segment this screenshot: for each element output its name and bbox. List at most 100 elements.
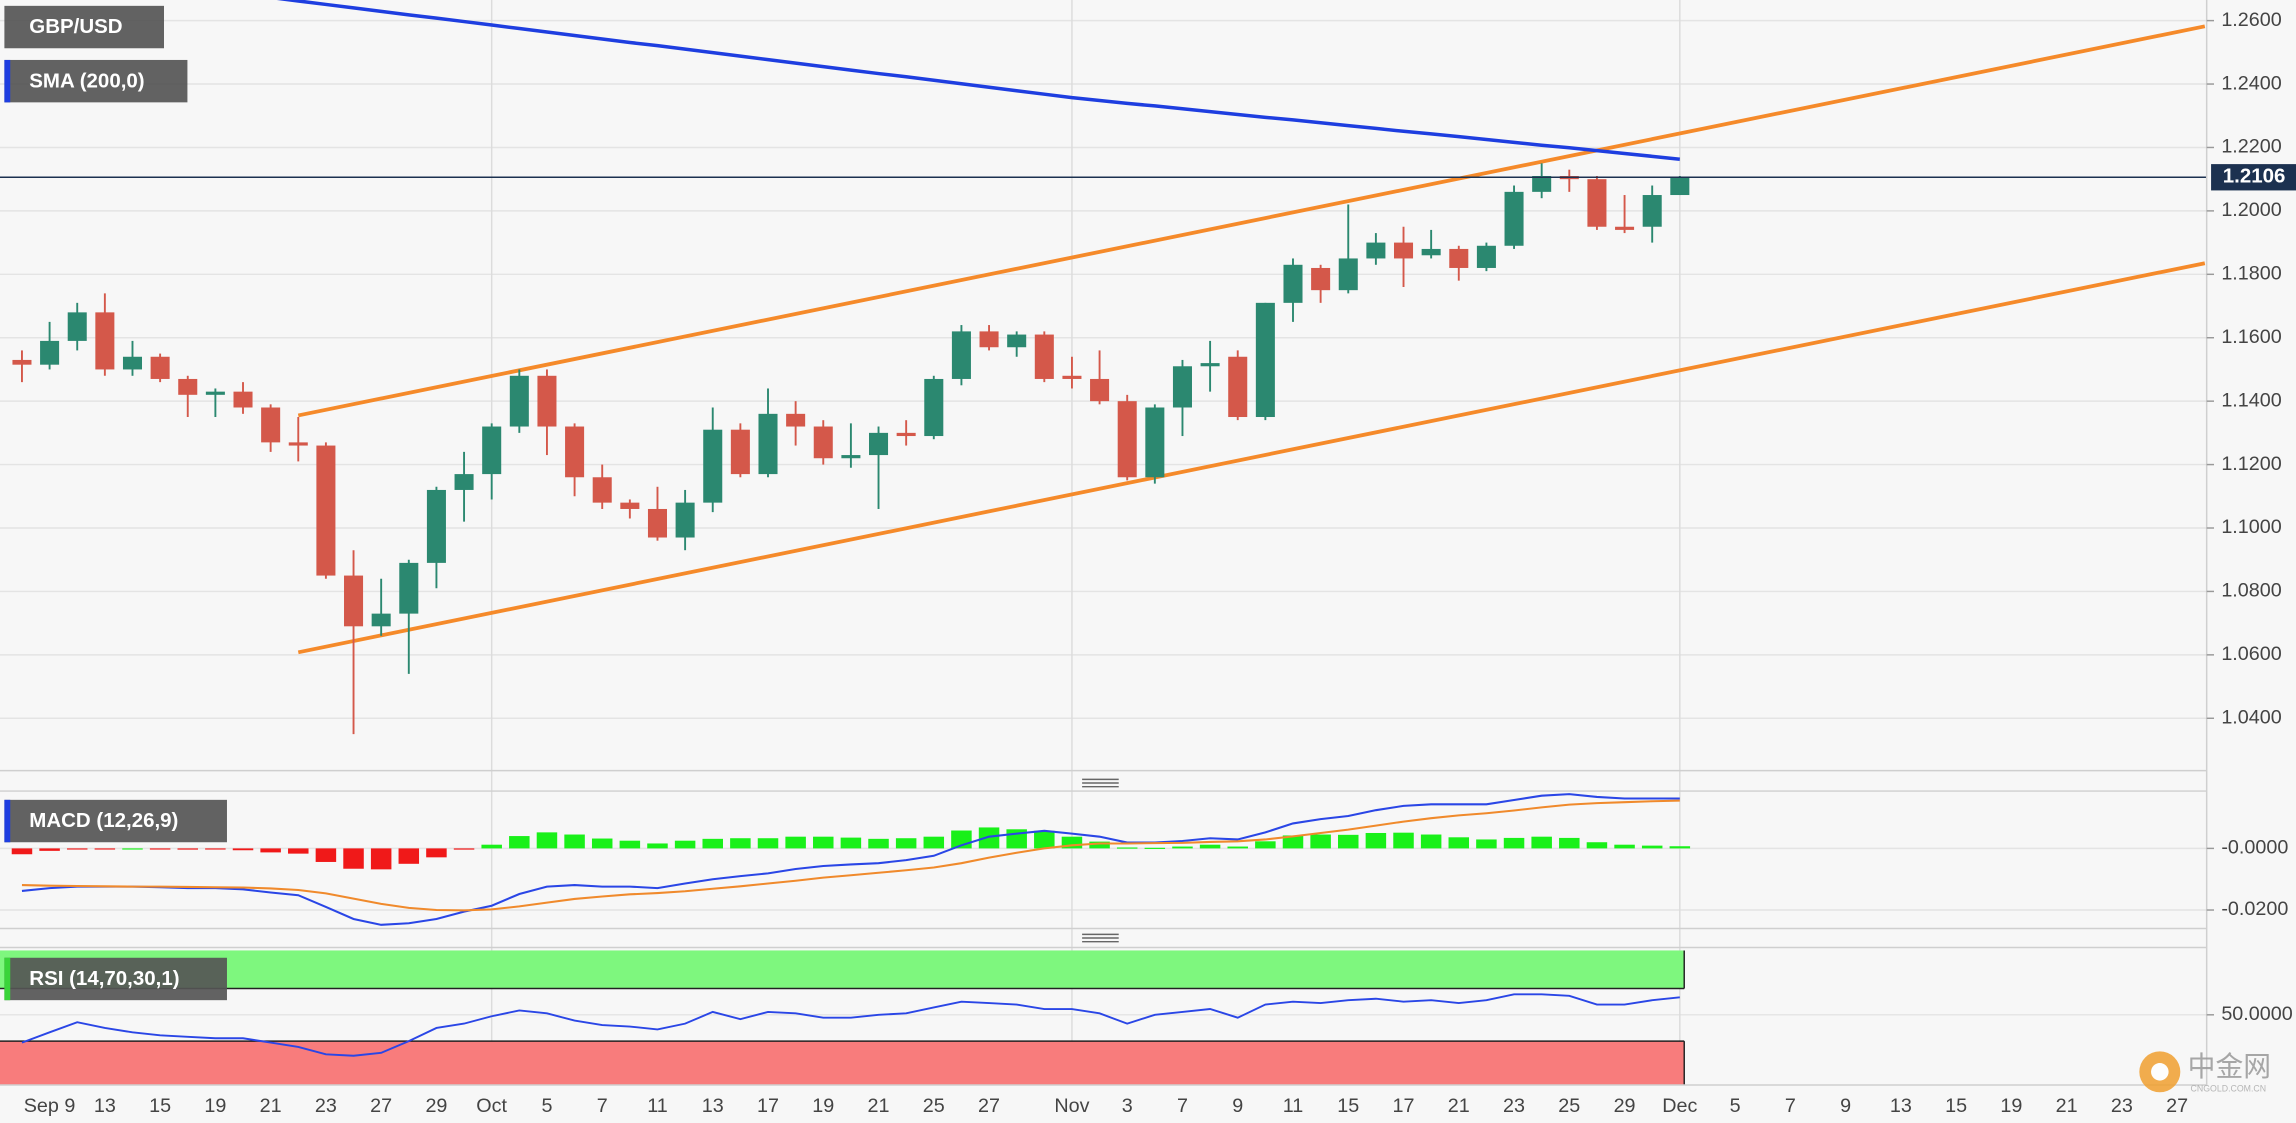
x-tick-label: 7: [597, 1095, 608, 1117]
candle-body: [399, 562, 419, 614]
histogram-bar: [1227, 846, 1248, 849]
candle-body: [1670, 177, 1690, 196]
histogram-bar: [868, 838, 889, 849]
candle-body: [1255, 302, 1275, 418]
histogram-bar: [840, 837, 862, 849]
x-tick-label: 21: [2056, 1095, 2078, 1117]
y-tick-label: 1.0800: [2221, 580, 2281, 602]
histogram-bar: [1199, 844, 1221, 849]
candle-body: [951, 331, 971, 379]
histogram-bar: [757, 838, 779, 849]
x-tick-label: Nov: [1054, 1095, 1089, 1117]
line-series: [21, 993, 1680, 1057]
histogram-bar: [1531, 836, 1552, 849]
x-tick-label: 17: [757, 1095, 779, 1117]
histogram-bar: [1448, 837, 1470, 849]
candle-body: [482, 426, 502, 475]
trend-line: [297, 24, 2206, 418]
histogram-bar: [647, 843, 668, 849]
histogram-bar: [1310, 834, 1331, 849]
candle-body: [896, 432, 916, 437]
x-tick-label: Sep 9: [24, 1095, 76, 1117]
x-tick-label: 13: [1890, 1095, 1912, 1117]
watermark-logo: [2151, 1063, 2169, 1081]
candle-body: [1200, 363, 1220, 367]
trend-line: [297, 261, 2206, 655]
legend-box: [4, 957, 227, 1001]
y-tick-label: 1.2200: [2221, 136, 2281, 158]
x-tick-label: 13: [94, 1095, 116, 1117]
y-tick-label: 1.1600: [2221, 326, 2281, 348]
histogram-bar: [1172, 846, 1193, 849]
histogram-bar: [813, 836, 834, 849]
y-tick-label: 1.1400: [2221, 389, 2281, 411]
histogram-bar: [66, 848, 88, 850]
x-tick-label: 19: [812, 1095, 834, 1117]
candle-body: [1228, 356, 1248, 418]
histogram-bar: [149, 848, 171, 850]
candle-body: [178, 378, 198, 395]
y-tick-label: 1.2600: [2221, 9, 2281, 31]
candle-body: [95, 312, 115, 370]
x-tick-label: Oct: [476, 1095, 507, 1117]
macd-panel: [11, 793, 1691, 926]
histogram-bar: [453, 848, 475, 850]
candle-body: [1532, 176, 1552, 192]
histogram-bar: [1559, 837, 1580, 849]
histogram-bar: [730, 838, 751, 849]
histogram-bar: [674, 840, 696, 849]
x-tick-label: 11: [1283, 1095, 1304, 1117]
histogram-bar: [177, 848, 199, 850]
legend: GBP/USD SMA (200,0) MACD (12,26,9) RSI (…: [4, 5, 227, 1001]
y-tick-label: 1.1200: [2221, 453, 2281, 475]
histogram-bar: [1476, 839, 1497, 849]
x-tick-label: 23: [1503, 1095, 1525, 1117]
histogram-bar: [1641, 845, 1663, 849]
watermark: 中金网 CNGOLD.COM.CN: [2139, 1051, 2271, 1094]
y-tick-label: -0.0000: [2221, 837, 2288, 859]
x-tick-label: 25: [1558, 1095, 1580, 1117]
candle-body: [813, 426, 833, 459]
candle-body: [1007, 334, 1027, 348]
legend-label: MACD (12,26,9): [29, 809, 178, 832]
histogram-bar: [481, 844, 502, 849]
candle-body: [1311, 267, 1331, 291]
candle-body: [1338, 258, 1358, 291]
x-tick-label: 7: [1177, 1095, 1188, 1117]
line-series: [276, 0, 1681, 161]
histogram-bar: [426, 848, 447, 858]
histogram-bar: [315, 848, 337, 862]
x-tick-label: 21: [1448, 1095, 1470, 1117]
candle-body: [537, 375, 557, 427]
legend-box: [4, 799, 227, 843]
candle-body: [1145, 407, 1165, 478]
histogram-bar: [1282, 835, 1304, 849]
last-price-tag: [2211, 164, 2296, 191]
histogram-bar: [1061, 836, 1083, 849]
candle-body: [1504, 191, 1524, 246]
x-tick-label: 25: [923, 1095, 945, 1117]
candle-body: [565, 426, 585, 478]
line-series: [21, 793, 1680, 926]
histogram-bar: [343, 848, 364, 869]
price-panel: [0, 0, 2207, 735]
histogram-bar: [1393, 832, 1414, 849]
histogram-bar: [11, 848, 33, 855]
x-tick-label: 29: [1614, 1095, 1636, 1117]
candle-body: [841, 455, 861, 459]
candle-body: [1062, 375, 1082, 379]
resize-handle[interactable]: [1082, 778, 1119, 788]
x-tick-label: 23: [315, 1095, 337, 1117]
resize-handle[interactable]: [1082, 933, 1119, 943]
candle-body: [454, 474, 474, 490]
histogram-bar: [564, 834, 585, 849]
histogram-bar: [923, 836, 945, 849]
candle-body: [675, 502, 695, 538]
candle-body: [1615, 226, 1635, 230]
candle-body: [758, 413, 778, 475]
histogram-bar: [619, 840, 641, 849]
histogram-bar: [1669, 846, 1691, 849]
x-tick-label: 15: [149, 1095, 171, 1117]
